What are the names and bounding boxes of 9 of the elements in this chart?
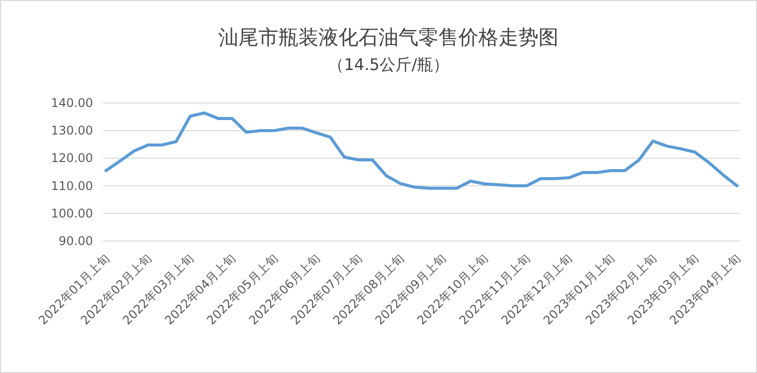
- chart-title: 汕尾市瓶装液化石油气零售价格走势图: [218, 25, 558, 49]
- line-series: [104, 111, 738, 190]
- y-tick-label: 120.00: [51, 151, 93, 166]
- y-tick-label: 100.00: [51, 206, 93, 220]
- y-tick-label: 110.00: [51, 178, 93, 193]
- chart-subtitle: （14.5公斤/瓶）: [328, 55, 450, 74]
- y-tick-label: 90.00: [58, 234, 93, 248]
- y-tick-label: 130.00: [51, 124, 93, 138]
- y-tick-label: 140.00: [51, 96, 93, 110]
